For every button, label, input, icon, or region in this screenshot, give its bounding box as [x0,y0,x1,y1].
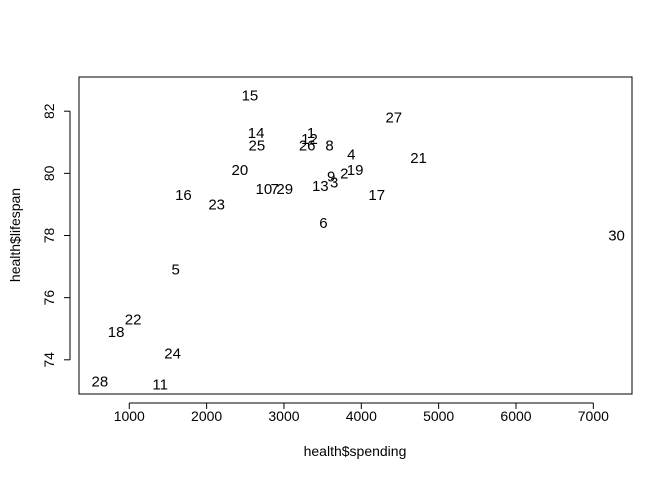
point-label: 26 [299,137,316,154]
point-label: 17 [368,187,385,204]
point-label: 12 [301,131,318,148]
point-label: 25 [249,137,266,154]
point-label: 10 [256,181,273,198]
point-label: 28 [92,374,109,391]
point-label: 14 [248,125,265,142]
point-label: 2 [340,165,348,182]
y-axis-label: health$lifespan [7,188,23,282]
point-label: 21 [410,150,427,167]
y-tick-label: 74 [41,352,57,368]
point-label: 19 [347,162,364,179]
point-label: 9 [327,168,335,185]
point-label: 1 [307,125,315,142]
y-tick-label: 76 [41,290,57,306]
y-tick-label: 80 [41,165,57,181]
plot-box [78,76,633,395]
point-label: 27 [385,109,402,126]
point-label: 15 [242,88,259,105]
x-tick-label: 6000 [500,408,531,424]
x-tick-label: 3000 [268,408,299,424]
point-label: 11 [152,377,168,394]
y-tick-label: 82 [41,103,57,119]
point-label: 30 [608,228,625,245]
point-label: 4 [347,147,355,164]
x-tick-label: 5000 [423,408,454,424]
point-label: 8 [325,137,333,154]
point-label: 6 [319,215,327,232]
x-tick-label: 1000 [114,408,145,424]
point-label: 22 [125,311,142,328]
point-label: 18 [108,324,125,341]
x-tick-label: 2000 [191,408,222,424]
y-axis: 74 76 78 80 82 [41,103,71,368]
point-label: 16 [175,187,192,204]
point-label: 23 [208,196,225,213]
y-tick-label: 78 [41,228,57,244]
point-label: 24 [164,346,181,363]
x-tick-label: 7000 [578,408,609,424]
point-label: 13 [312,178,329,195]
x-axis-label: health$spending [304,443,407,459]
point-label: 5 [172,262,180,279]
point-label: 20 [232,162,249,179]
point-label: 3 [330,175,338,192]
x-tick-label: 4000 [346,408,377,424]
point-label: 29 [276,181,293,198]
x-axis: 1000 2000 3000 4000 5000 6000 7000 [114,402,609,424]
point-label: 7 [271,181,279,198]
